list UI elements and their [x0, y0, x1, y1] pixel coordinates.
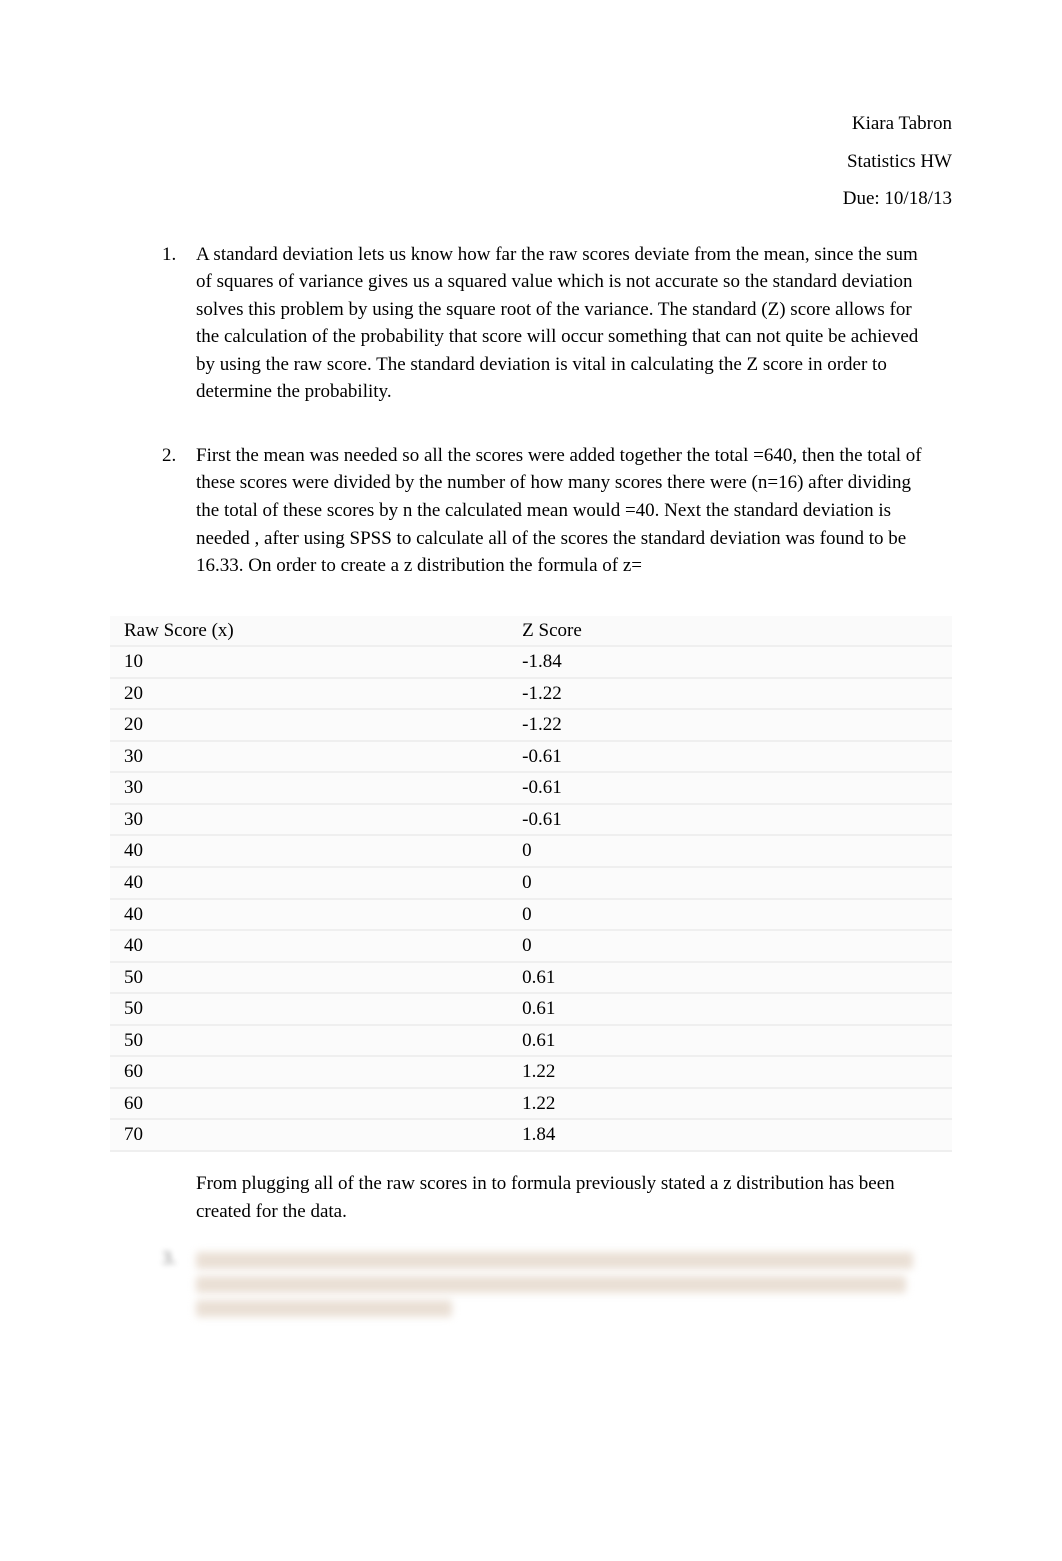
table-row: 30-0.61	[110, 804, 952, 836]
cell-z-score: 0	[514, 899, 952, 931]
blurred-line	[196, 1276, 906, 1293]
cell-z-score: 0	[514, 835, 952, 867]
table-row: 30-0.61	[110, 741, 952, 773]
cell-z-score: 1.22	[514, 1056, 952, 1088]
cell-z-score: 0.61	[514, 993, 952, 1025]
cell-z-score: 0.61	[514, 962, 952, 994]
table-row: 500.61	[110, 1025, 952, 1057]
blurred-line	[196, 1300, 452, 1317]
table-row: 20-1.22	[110, 709, 952, 741]
cell-raw-score: 20	[110, 678, 514, 710]
after-table-paragraph: From plugging all of the raw scores in t…	[110, 1170, 952, 1225]
blurred-number: 3.	[162, 1245, 196, 1324]
col-header-z: Z Score	[514, 616, 952, 647]
due-date: Due: 10/18/13	[110, 185, 952, 213]
cell-z-score: -0.61	[514, 772, 952, 804]
cell-raw-score: 30	[110, 772, 514, 804]
cell-raw-score: 30	[110, 741, 514, 773]
question-body: First the mean was needed so all the sco…	[196, 442, 928, 580]
cell-z-score: -0.61	[514, 741, 952, 773]
cell-z-score: 0	[514, 930, 952, 962]
cell-raw-score: 40	[110, 835, 514, 867]
table-row: 20-1.22	[110, 678, 952, 710]
document-header: Kiara Tabron Statistics HW Due: 10/18/13	[110, 110, 952, 213]
blurred-line	[196, 1252, 913, 1269]
cell-raw-score: 50	[110, 993, 514, 1025]
table-row: 30-0.61	[110, 772, 952, 804]
course-name: Statistics HW	[110, 148, 952, 176]
cell-z-score: 0.61	[514, 1025, 952, 1057]
table-row: 10-1.84	[110, 646, 952, 678]
cell-raw-score: 40	[110, 867, 514, 899]
table-row: 500.61	[110, 993, 952, 1025]
question-number: 1.	[162, 241, 196, 406]
question-number: 2.	[162, 442, 196, 580]
cell-raw-score: 50	[110, 962, 514, 994]
question-body: A standard deviation lets us know how fa…	[196, 241, 928, 406]
cell-z-score: -1.22	[514, 678, 952, 710]
blurred-question-3: 3.	[110, 1245, 952, 1324]
cell-raw-score: 70	[110, 1119, 514, 1151]
table-row: 400	[110, 867, 952, 899]
cell-z-score: 1.22	[514, 1088, 952, 1120]
cell-raw-score: 50	[110, 1025, 514, 1057]
cell-raw-score: 30	[110, 804, 514, 836]
cell-raw-score: 10	[110, 646, 514, 678]
cell-z-score: 1.84	[514, 1119, 952, 1151]
cell-raw-score: 40	[110, 930, 514, 962]
question-2: 2. First the mean was needed so all the …	[110, 442, 952, 580]
table-header-row: Raw Score (x)Z Score	[110, 616, 952, 647]
table-row: 400	[110, 930, 952, 962]
author-name: Kiara Tabron	[110, 110, 952, 138]
cell-z-score: -1.22	[514, 709, 952, 741]
table-row: 701.84	[110, 1119, 952, 1151]
question-1: 1. A standard deviation lets us know how…	[110, 241, 952, 406]
col-header-raw: Raw Score (x)	[110, 616, 514, 647]
table-row: 601.22	[110, 1056, 952, 1088]
table-row: 400	[110, 835, 952, 867]
cell-raw-score: 40	[110, 899, 514, 931]
table-row: 400	[110, 899, 952, 931]
cell-z-score: -1.84	[514, 646, 952, 678]
cell-z-score: 0	[514, 867, 952, 899]
cell-raw-score: 20	[110, 709, 514, 741]
cell-raw-score: 60	[110, 1088, 514, 1120]
table-row: 601.22	[110, 1088, 952, 1120]
table-row: 500.61	[110, 962, 952, 994]
z-score-table: Raw Score (x)Z Score10-1.8420-1.2220-1.2…	[110, 616, 952, 1152]
cell-z-score: -0.61	[514, 804, 952, 836]
cell-raw-score: 60	[110, 1056, 514, 1088]
